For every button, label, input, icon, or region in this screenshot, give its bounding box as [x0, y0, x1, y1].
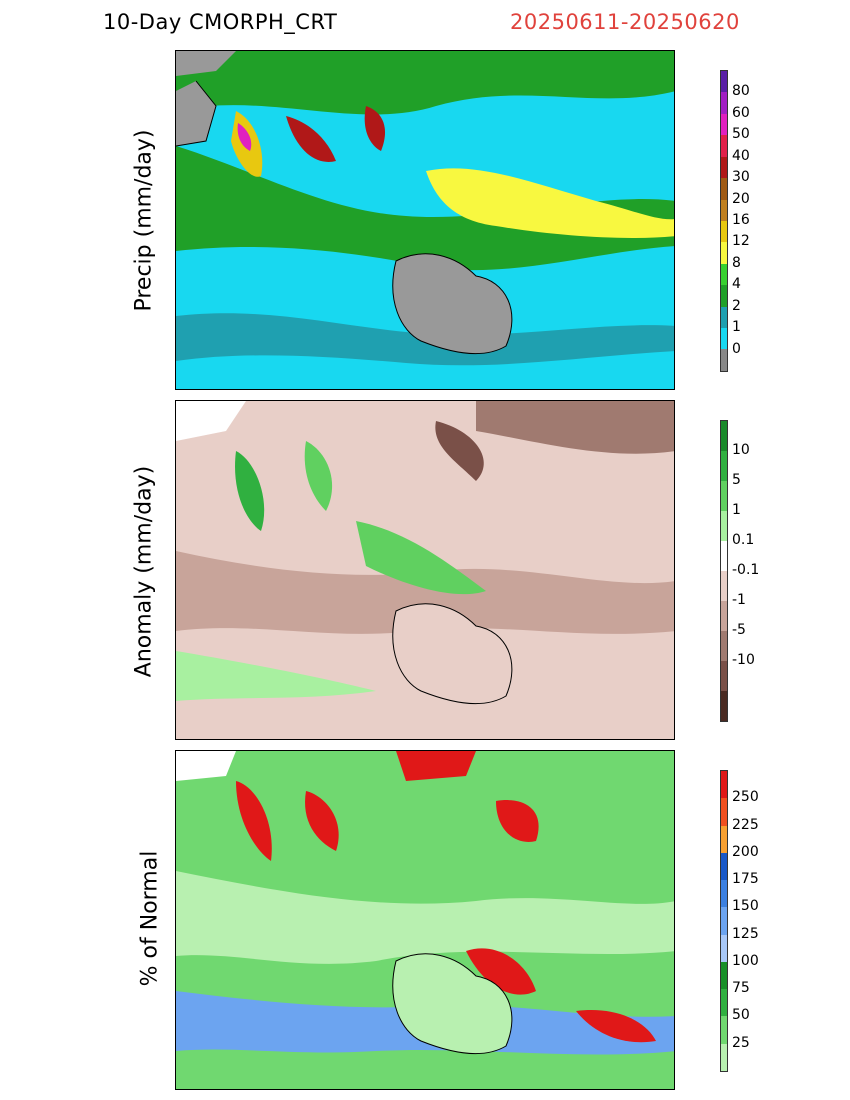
colorbar-segment [721, 285, 727, 307]
colorbar-segment [721, 135, 727, 157]
colorbar-segment [721, 571, 727, 601]
percent-ylabel: % of Normal [137, 850, 163, 987]
colorbar-tick-label: 8 [732, 254, 741, 271]
colorbar-segment [721, 601, 727, 631]
precip-map [175, 50, 675, 390]
colorbar-segment [721, 156, 727, 179]
colorbar-segment [721, 661, 727, 691]
colorbar-tick-label: 1 [732, 502, 741, 518]
anomaly-colorbar [720, 420, 728, 722]
colorbar-segment [721, 481, 727, 511]
colorbar-tick-label: 0.1 [732, 532, 755, 548]
colorbar-segment [721, 220, 727, 243]
colorbar-tick-label: 20 [732, 190, 750, 207]
colorbar-segment [721, 242, 727, 264]
colorbar-segment [721, 825, 727, 853]
colorbar-segment [721, 511, 727, 541]
colorbar-segment [721, 349, 727, 371]
precip-ylabel: Precip (mm/day) [131, 129, 157, 312]
colorbar-tick-label: -0.1 [732, 562, 760, 578]
colorbar-tick-label: 200 [732, 843, 759, 860]
colorbar-segment [721, 798, 727, 826]
colorbar-segment [721, 178, 727, 200]
colorbar-tick-label: 225 [732, 816, 759, 833]
colorbar-segment [721, 631, 727, 661]
colorbar-tick-label: -5 [732, 622, 746, 638]
colorbar-tick-label: 125 [732, 925, 759, 942]
colorbar-tick-label: -10 [732, 652, 755, 668]
colorbar-tick-label: 25 [732, 1034, 750, 1051]
colorbar-tick-label: 1 [732, 319, 741, 336]
colorbar-tick-label: 250 [732, 789, 759, 806]
colorbar-tick-label: 0 [732, 340, 741, 357]
colorbar-segment [721, 541, 727, 571]
colorbar-segment [721, 852, 727, 881]
colorbar-segment [721, 263, 727, 286]
colorbar-segment [721, 113, 727, 136]
percent-colorbar [720, 770, 728, 1072]
colorbar-tick-label: 150 [732, 898, 759, 915]
colorbar-segment [721, 1043, 727, 1071]
colorbar-tick-label: 12 [732, 233, 750, 250]
colorbar-segment [721, 306, 727, 329]
colorbar-tick-label: 50 [732, 126, 750, 143]
colorbar-segment [721, 691, 727, 721]
colorbar-segment [721, 907, 727, 935]
colorbar-segment [721, 961, 727, 990]
colorbar-tick-label: 4 [732, 276, 741, 293]
colorbar-tick-label: 2 [732, 297, 741, 314]
colorbar-segment [721, 451, 727, 481]
colorbar-segment [721, 328, 727, 350]
colorbar-tick-label: 30 [732, 169, 750, 186]
figure-title: 10-Day CMORPH_CRT [103, 10, 338, 34]
percent-map [175, 750, 675, 1090]
date-range: 20250611-20250620 [510, 10, 740, 34]
colorbar-segment [721, 92, 727, 114]
colorbar-segment [721, 421, 727, 451]
colorbar-tick-label: 175 [732, 871, 759, 888]
colorbar-tick-label: 16 [732, 212, 750, 228]
colorbar-tick-label: -1 [732, 592, 746, 608]
colorbar-tick-label: 100 [732, 952, 759, 969]
colorbar-tick-label: 80 [732, 83, 750, 100]
anomaly-ylabel: Anomaly (mm/day) [131, 465, 157, 678]
colorbar-tick-label: 5 [732, 472, 741, 488]
colorbar-tick-label: 40 [732, 147, 750, 164]
anomaly-map [175, 400, 675, 740]
colorbar-segment [721, 771, 727, 799]
precip-colorbar [720, 70, 728, 372]
colorbar-tick-label: 10 [732, 442, 750, 458]
colorbar-tick-label: 50 [732, 1007, 750, 1024]
colorbar-segment [721, 1016, 727, 1044]
colorbar-tick-label: 60 [732, 104, 750, 121]
colorbar-segment [721, 989, 727, 1017]
colorbar-segment [721, 934, 727, 962]
colorbar-segment [721, 199, 727, 221]
colorbar-tick-label: 75 [732, 980, 750, 997]
colorbar-segment [721, 71, 727, 93]
colorbar-segment [721, 880, 727, 908]
